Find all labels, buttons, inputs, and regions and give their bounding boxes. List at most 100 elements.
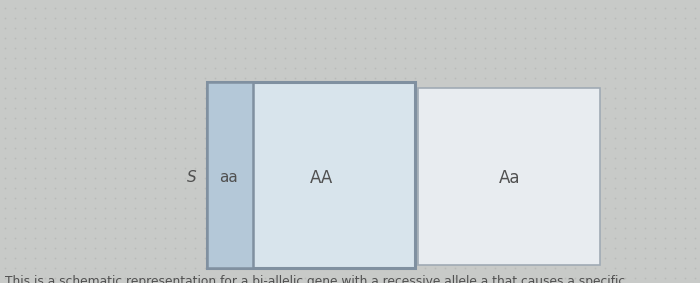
Point (639, 266, 650, 270)
Point (349, 266, 360, 270)
Point (230, 56, 241, 60)
Point (160, 76, 171, 80)
Point (669, 116, 680, 120)
Point (300, 76, 311, 80)
Point (130, 106, 141, 110)
Point (20, 36, 31, 40)
Point (79, 16, 90, 20)
Point (249, 26, 260, 30)
Point (120, 56, 131, 60)
Point (470, 226, 481, 230)
Point (79, 246, 90, 250)
Point (9, 6, 20, 10)
Point (669, 136, 680, 140)
Point (389, 86, 400, 90)
Point (199, 86, 211, 90)
Point (50, 196, 61, 200)
Point (20, 186, 31, 190)
Point (0, 36, 10, 40)
Point (470, 186, 481, 190)
Point (359, 56, 370, 60)
Point (639, 16, 650, 20)
Point (319, 266, 330, 270)
Point (529, 196, 540, 200)
Point (149, 76, 160, 80)
Point (669, 246, 680, 250)
Point (629, 6, 641, 10)
Point (659, 276, 671, 280)
Point (650, 166, 661, 170)
Point (260, 116, 271, 120)
Point (489, 16, 500, 20)
Point (499, 266, 510, 270)
Point (69, 6, 80, 10)
Point (379, 166, 391, 170)
Point (309, 16, 321, 20)
Point (340, 136, 351, 140)
Point (529, 86, 540, 90)
Point (219, 166, 230, 170)
Point (50, 166, 61, 170)
Point (610, 106, 621, 110)
Point (440, 136, 451, 140)
Point (580, 236, 591, 240)
Point (289, 216, 300, 220)
Point (139, 186, 150, 190)
Point (489, 6, 500, 10)
Point (279, 106, 290, 110)
Point (519, 6, 531, 10)
Point (449, 116, 461, 120)
Point (309, 156, 321, 160)
Point (440, 276, 451, 280)
Point (270, 276, 281, 280)
Point (319, 36, 330, 40)
Point (249, 156, 260, 160)
Point (29, 36, 41, 40)
Point (370, 216, 381, 220)
Point (340, 206, 351, 210)
Point (480, 6, 491, 10)
Point (0, 86, 10, 90)
Point (459, 86, 470, 90)
Point (20, 246, 31, 250)
Point (370, 76, 381, 80)
Point (480, 116, 491, 120)
Point (0, 26, 10, 30)
Point (459, 166, 470, 170)
Point (569, 266, 580, 270)
Point (529, 46, 540, 50)
Point (309, 246, 321, 250)
Point (50, 256, 61, 260)
Point (249, 186, 260, 190)
Point (480, 166, 491, 170)
Point (620, 16, 631, 20)
Point (209, 276, 220, 280)
Point (120, 66, 131, 70)
Point (50, 156, 61, 160)
Point (300, 96, 311, 100)
Point (639, 206, 650, 210)
Point (379, 246, 391, 250)
Point (629, 196, 641, 200)
Point (529, 256, 540, 260)
Point (29, 16, 41, 20)
Point (690, 6, 700, 10)
Point (569, 96, 580, 100)
Point (319, 276, 330, 280)
Point (510, 126, 521, 130)
Point (589, 266, 601, 270)
Point (669, 266, 680, 270)
Point (389, 176, 400, 180)
Point (99, 226, 111, 230)
Point (580, 156, 591, 160)
Point (659, 126, 671, 130)
Point (379, 136, 391, 140)
Point (160, 166, 171, 170)
Point (440, 266, 451, 270)
Point (130, 136, 141, 140)
Point (160, 46, 171, 50)
Point (230, 196, 241, 200)
Point (680, 196, 691, 200)
Point (160, 126, 171, 130)
Point (60, 166, 71, 170)
